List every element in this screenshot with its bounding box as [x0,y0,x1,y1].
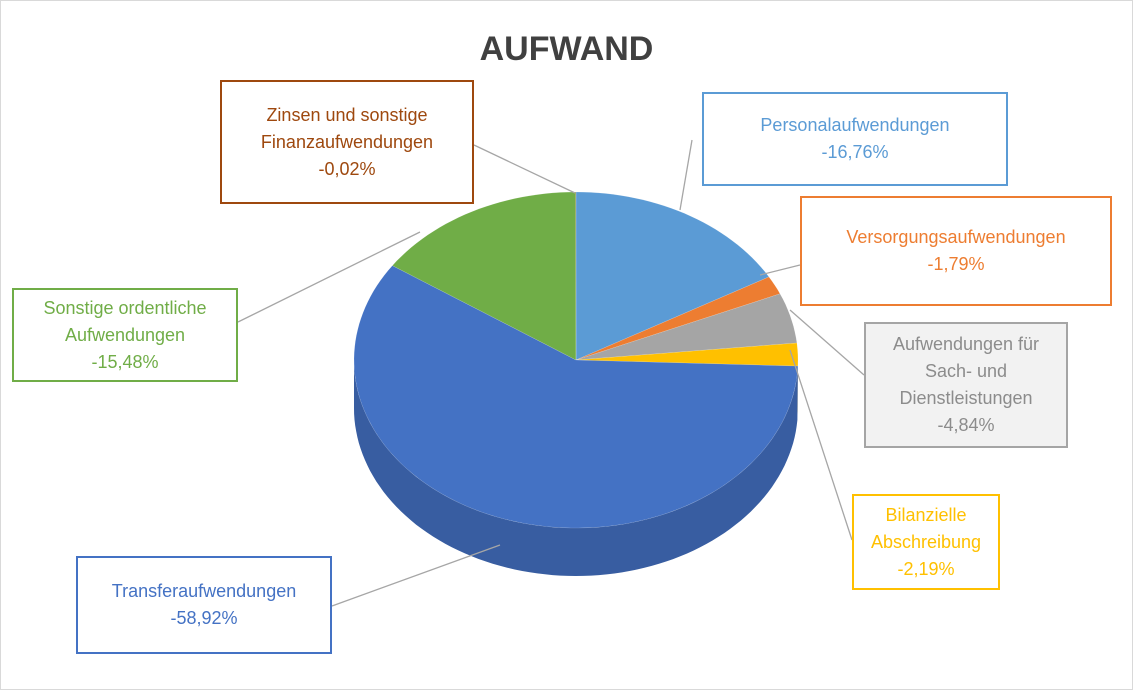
chart-title: AUFWAND [479,30,654,68]
value-label: -0,02% [318,158,376,179]
value-label: -16,76% [821,142,889,162]
category-label: Zinsen und sonstige Finanzaufwendungen [260,104,434,152]
leader-line [331,544,501,607]
data-label: Versorgungsaufwendungen -1,79% [800,196,1112,306]
value-label: -15,48% [91,351,159,372]
data-label: Aufwendungen für Sach- und Dienstleistun… [864,322,1068,448]
data-label: Sonstige ordentliche Aufwendungen -15,48% [12,288,238,382]
data-label: Zinsen und sonstige Finanzaufwendungen -0… [220,80,474,204]
category-label: Aufwendungen für Sach- und Dienstleistun… [892,334,1040,408]
leader-line [789,309,865,376]
pie-slice [391,191,577,361]
value-label: -2,19% [897,558,955,579]
pie-slice [353,265,799,529]
pie-slice [575,293,798,361]
leader-line [473,144,576,194]
value-label: -4,84% [937,415,995,435]
leader-line [679,139,693,211]
category-label: Bilanzielle Abschreibung [870,504,982,552]
slice-side [354,360,798,576]
data-label: Transferaufwendungen -58,92% [76,556,332,654]
leader-line [759,264,801,276]
value-label: -1,79% [927,254,985,274]
data-label: Personalaufwendungen -16,76% [702,92,1008,186]
category-label: Transferaufwendungen [111,581,297,601]
data-label: Bilanzielle Abschreibung -2,19% [852,494,1000,590]
value-label: -58,92% [170,608,238,628]
category-label: Versorgungsaufwendungen [846,227,1066,247]
pie-slice [575,191,770,361]
leader-line [237,231,421,323]
category-label: Personalaufwendungen [760,115,950,135]
category-label: Sonstige ordentliche Aufwendungen [43,297,207,345]
leader-line [789,349,853,541]
